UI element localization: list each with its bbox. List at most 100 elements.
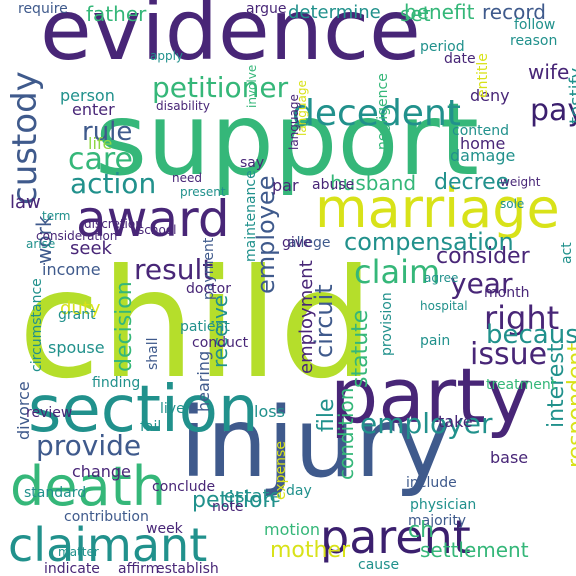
cloud-word: home bbox=[460, 134, 506, 153]
cloud-word: review bbox=[26, 405, 73, 421]
cloud-word: agree bbox=[424, 271, 459, 285]
cloud-word: abuse bbox=[312, 177, 355, 193]
cloud-word: testify bbox=[566, 67, 576, 124]
cloud-word: consideration bbox=[36, 229, 118, 243]
cloud-word: petitioner bbox=[152, 71, 289, 104]
cloud-word: estate bbox=[224, 486, 281, 507]
cloud-word: argue bbox=[246, 1, 287, 17]
cloud-word: provision bbox=[379, 292, 395, 356]
cloud-word: award bbox=[76, 190, 230, 248]
cloud-word: standard bbox=[24, 485, 87, 501]
cloud-word: petition bbox=[192, 488, 277, 513]
cloud-word: cause bbox=[358, 557, 400, 573]
cloud-word: involve bbox=[245, 64, 259, 108]
cloud-word: result bbox=[134, 253, 214, 286]
cloud-word: hearing bbox=[194, 350, 213, 412]
cloud-word: child bbox=[18, 238, 375, 412]
cloud-word: law bbox=[10, 192, 41, 213]
cloud-word: record bbox=[482, 0, 546, 24]
cloud-word: provide bbox=[36, 429, 142, 462]
cloud-word: injury bbox=[180, 387, 452, 499]
cloud-word: include bbox=[406, 475, 457, 491]
cloud-word: say bbox=[240, 155, 265, 171]
cloud-word: care bbox=[68, 142, 134, 177]
cloud-word: income bbox=[42, 260, 101, 279]
cloud-word: maintenance bbox=[243, 170, 259, 262]
cloud-word: give bbox=[282, 235, 312, 251]
cloud-word: spouse bbox=[48, 338, 105, 357]
cloud-word: need bbox=[172, 171, 202, 185]
cloud-word: take bbox=[438, 412, 473, 431]
cloud-word: grant bbox=[58, 307, 96, 323]
cloud-word: husband bbox=[330, 171, 417, 195]
cloud-word: matter bbox=[58, 545, 99, 559]
cloud-word: week bbox=[146, 521, 183, 537]
cloud-word: decision bbox=[112, 281, 137, 372]
cloud-word: circumstance bbox=[29, 278, 45, 372]
cloud-word: conclude bbox=[152, 479, 216, 495]
cloud-word: statute bbox=[348, 309, 373, 388]
cloud-word: allege bbox=[288, 235, 331, 251]
cloud-word: act bbox=[559, 242, 575, 264]
cloud-word: apply bbox=[150, 49, 184, 63]
cloud-word: period bbox=[420, 39, 465, 55]
cloud-word: doctor bbox=[186, 281, 231, 297]
cloud-word: sole bbox=[500, 197, 525, 211]
cloud-word: base bbox=[490, 448, 529, 467]
cloud-word: majority bbox=[408, 513, 467, 529]
cloud-word: conduct bbox=[192, 335, 249, 351]
cloud-word: patient bbox=[180, 319, 230, 335]
cloud-word: language bbox=[287, 94, 301, 150]
cloud-word: death bbox=[10, 455, 166, 518]
cloud-word: decedent bbox=[292, 93, 461, 134]
cloud-word: compensation bbox=[344, 228, 514, 256]
cloud-word: life bbox=[88, 134, 113, 153]
cloud-word: physician bbox=[410, 497, 477, 513]
cloud-word: reason bbox=[510, 33, 558, 49]
cloud-word: condition bbox=[334, 387, 358, 480]
cloud-word: school bbox=[138, 223, 177, 237]
cloud-word: pain bbox=[420, 333, 451, 349]
cloud-word: disability bbox=[156, 99, 210, 113]
cloud-word: because bbox=[486, 320, 576, 350]
cloud-word: deny bbox=[470, 86, 510, 105]
cloud-word: contribution bbox=[64, 509, 149, 525]
cloud-word: note bbox=[212, 499, 244, 515]
cloud-word: consider bbox=[436, 244, 530, 269]
cloud-word: seek bbox=[70, 238, 112, 259]
cloud-word: settlement bbox=[420, 538, 529, 562]
cloud-word: arise bbox=[26, 237, 56, 251]
cloud-word: finding bbox=[92, 375, 141, 391]
cloud-word: duty bbox=[60, 298, 101, 319]
cloud-word: damage bbox=[450, 146, 516, 165]
cloud-word: party bbox=[330, 351, 531, 440]
cloud-word: loss bbox=[254, 402, 285, 421]
cloud-word: marriage bbox=[315, 177, 560, 240]
cloud-word: issue bbox=[470, 337, 548, 372]
cloud-word: discretion bbox=[84, 217, 143, 231]
cloud-word: year bbox=[450, 267, 513, 300]
cloud-word: affirm bbox=[118, 561, 160, 576]
cloud-word: evidence bbox=[40, 0, 421, 79]
cloud-word: expense bbox=[273, 441, 289, 500]
cloud-word: section bbox=[28, 373, 259, 447]
cloud-word: employment bbox=[296, 260, 317, 374]
cloud-word: fail bbox=[140, 419, 162, 435]
cloud-word: par bbox=[272, 176, 299, 195]
cloud-word: employer bbox=[360, 407, 493, 440]
cloud-word: establish bbox=[156, 561, 219, 576]
cloud-word: weight bbox=[500, 175, 541, 189]
cloud-word: set bbox=[400, 2, 431, 26]
cloud-word: negligence bbox=[375, 73, 391, 150]
cloud-word: custody bbox=[5, 71, 45, 205]
cloud-word: term bbox=[42, 209, 71, 223]
cloud-word: father bbox=[86, 2, 147, 26]
cloud-word: contend bbox=[452, 123, 509, 139]
cloud-word: right bbox=[484, 299, 560, 337]
cloud-word: claimant bbox=[8, 518, 208, 572]
cloud-word: pay bbox=[530, 93, 576, 128]
cloud-word: month bbox=[484, 285, 530, 301]
cloud-word: parent bbox=[320, 510, 471, 564]
cloud-word: action bbox=[70, 167, 157, 200]
